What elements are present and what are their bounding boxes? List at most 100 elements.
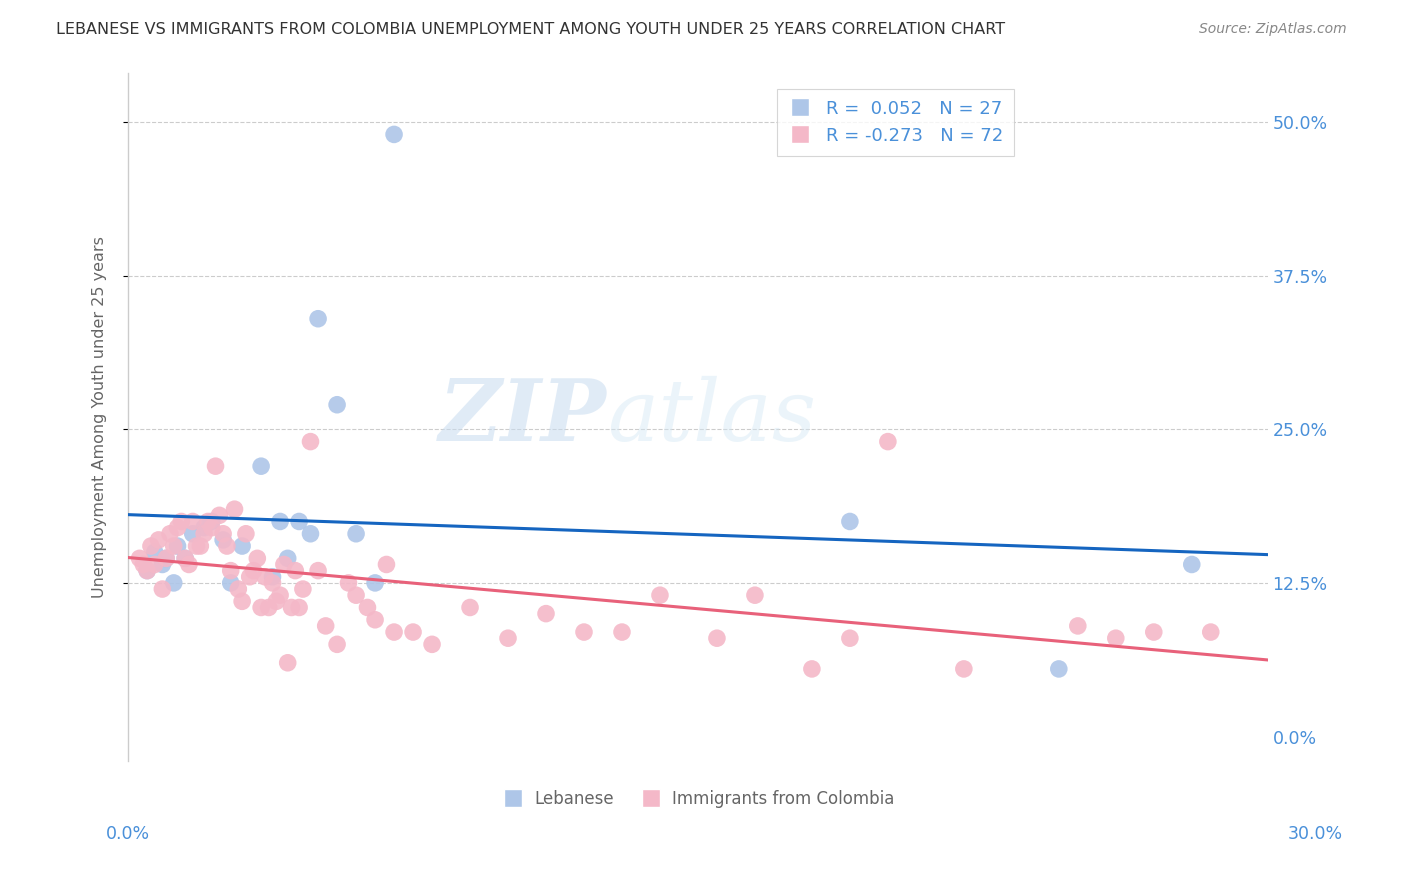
Point <box>231 594 253 608</box>
Point <box>159 526 181 541</box>
Point <box>201 515 224 529</box>
Point <box>280 600 302 615</box>
Point <box>239 570 262 584</box>
Point <box>197 515 219 529</box>
Text: LEBANESE VS IMMIGRANTS FROM COLOMBIA UNEMPLOYMENT AMONG YOUTH UNDER 25 YEARS COR: LEBANESE VS IMMIGRANTS FROM COLOMBIA UNE… <box>56 22 1005 37</box>
Point <box>299 434 322 449</box>
Point <box>188 539 211 553</box>
Point <box>1181 558 1204 572</box>
Point <box>219 575 242 590</box>
Point <box>1199 625 1222 640</box>
Point <box>364 613 387 627</box>
Point <box>215 539 238 553</box>
Point <box>876 434 898 449</box>
Point <box>269 588 291 602</box>
Point <box>228 582 250 596</box>
Point <box>250 600 273 615</box>
Point <box>1105 631 1128 645</box>
Point <box>150 558 173 572</box>
Point <box>136 564 159 578</box>
Text: 0.0%: 0.0% <box>105 825 149 843</box>
Point <box>1047 662 1070 676</box>
Point <box>344 588 367 602</box>
Point <box>269 515 291 529</box>
Point <box>235 526 257 541</box>
Point <box>288 515 311 529</box>
Point <box>224 502 246 516</box>
Text: 30.0%: 30.0% <box>1288 825 1343 843</box>
Point <box>953 662 976 676</box>
Point <box>337 575 360 590</box>
Point <box>166 520 188 534</box>
Point <box>150 582 173 596</box>
Point <box>262 575 284 590</box>
Point <box>364 575 387 590</box>
Point <box>212 526 235 541</box>
Point <box>155 551 177 566</box>
Point <box>132 558 155 572</box>
Point <box>299 526 322 541</box>
Point <box>262 570 284 584</box>
Point <box>266 594 288 608</box>
Text: atlas: atlas <box>607 376 815 458</box>
Point <box>706 631 728 645</box>
Point <box>250 459 273 474</box>
Point <box>291 582 314 596</box>
Point <box>648 588 671 602</box>
Y-axis label: Unemployment Among Youth under 25 years: Unemployment Among Youth under 25 years <box>93 236 107 598</box>
Point <box>193 526 215 541</box>
Point <box>253 570 276 584</box>
Point <box>177 558 200 572</box>
Point <box>307 311 329 326</box>
Point <box>307 564 329 578</box>
Point <box>277 551 299 566</box>
Point <box>143 558 166 572</box>
Point <box>344 526 367 541</box>
Point <box>231 539 253 553</box>
Point <box>1067 619 1090 633</box>
Point <box>181 526 204 541</box>
Text: ZIP: ZIP <box>439 376 607 458</box>
Point <box>382 625 405 640</box>
Point <box>375 558 398 572</box>
Point <box>201 520 224 534</box>
Point <box>170 515 193 529</box>
Point <box>744 588 766 602</box>
Point <box>838 515 860 529</box>
Legend: Lebanese, Immigrants from Colombia: Lebanese, Immigrants from Colombia <box>495 783 901 814</box>
Point <box>1143 625 1166 640</box>
Point <box>458 600 481 615</box>
Point <box>148 533 170 547</box>
Point <box>273 558 295 572</box>
Point <box>326 637 349 651</box>
Point <box>212 533 235 547</box>
Point <box>326 398 349 412</box>
Point <box>242 564 264 578</box>
Point <box>257 600 280 615</box>
Point <box>800 662 823 676</box>
Point <box>288 600 311 615</box>
Point <box>402 625 425 640</box>
Point <box>204 459 226 474</box>
Point <box>163 575 186 590</box>
Point <box>838 631 860 645</box>
Point <box>534 607 557 621</box>
Point <box>208 508 231 523</box>
Point <box>315 619 337 633</box>
Point <box>572 625 595 640</box>
Point <box>496 631 519 645</box>
Point <box>155 551 177 566</box>
Point <box>246 551 269 566</box>
Point <box>163 539 186 553</box>
Point <box>420 637 443 651</box>
Point <box>610 625 633 640</box>
Point <box>284 564 307 578</box>
Point <box>277 656 299 670</box>
Point <box>174 551 197 566</box>
Point <box>143 545 166 559</box>
Point <box>186 539 208 553</box>
Text: Source: ZipAtlas.com: Source: ZipAtlas.com <box>1199 22 1347 37</box>
Point <box>128 551 150 566</box>
Point <box>193 520 215 534</box>
Point <box>139 539 162 553</box>
